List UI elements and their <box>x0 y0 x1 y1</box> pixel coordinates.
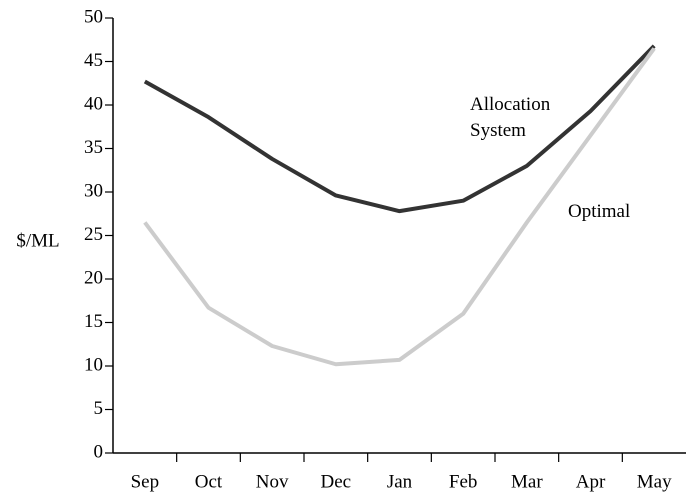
y-axis-label: $/ML <box>16 230 59 251</box>
y-tick-label: 15 <box>84 311 103 332</box>
x-tick-label: Jan <box>387 471 413 492</box>
x-tick-label: Oct <box>195 471 223 492</box>
x-tick-label: Mar <box>511 471 543 492</box>
x-tick-label: Feb <box>449 471 478 492</box>
series-line <box>143 44 656 214</box>
y-tick-label: 50 <box>84 6 103 27</box>
y-tick-label: 5 <box>94 398 104 419</box>
series-label: Optimal <box>568 201 631 222</box>
y-tick-label: 20 <box>84 267 103 288</box>
x-tick-label: Nov <box>256 471 289 492</box>
y-tick-label: 45 <box>84 50 103 71</box>
y-tick-label: 0 <box>94 441 104 462</box>
x-tick-label: Dec <box>321 471 352 492</box>
x-tick-label: Sep <box>131 471 160 492</box>
y-tick-label: 10 <box>84 354 103 375</box>
x-tick-label: Apr <box>576 471 606 492</box>
series-label: Allocation System <box>470 94 551 141</box>
y-tick-label: 25 <box>84 224 103 245</box>
y-tick-label: 30 <box>84 180 103 201</box>
y-tick-label: 40 <box>84 93 103 114</box>
x-tick-label: May <box>637 471 672 492</box>
series-line <box>143 47 656 367</box>
y-tick-label: 35 <box>84 137 103 158</box>
